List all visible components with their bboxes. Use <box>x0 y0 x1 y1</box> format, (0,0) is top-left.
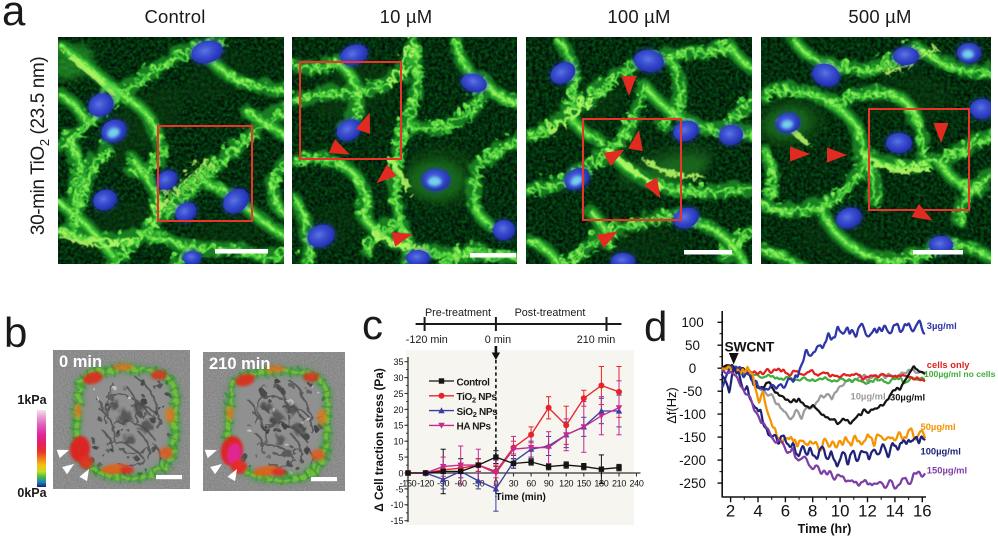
svg-text:6: 6 <box>781 502 790 521</box>
svg-text:210 min: 210 min <box>209 355 270 373</box>
svg-text:10: 10 <box>831 502 850 521</box>
svg-text:-5: -5 <box>395 484 403 494</box>
svg-text:0 min: 0 min <box>485 334 511 346</box>
svg-text:150: 150 <box>577 479 591 489</box>
svg-text:Δ Cell traction stress (Pa): Δ Cell traction stress (Pa) <box>372 368 386 512</box>
svg-text:30: 30 <box>393 373 403 383</box>
svg-text:-120: -120 <box>417 479 434 489</box>
svg-text:16: 16 <box>913 502 932 521</box>
svg-text:150µg/ml: 150µg/ml <box>927 465 967 476</box>
svg-text:100µg/ml no cells: 100µg/ml no cells <box>924 369 996 379</box>
svg-text:-150: -150 <box>679 430 706 445</box>
svg-text:SWCNT: SWCNT <box>725 340 775 355</box>
svg-text:100: 100 <box>681 315 703 330</box>
svg-text:Time (hr): Time (hr) <box>798 522 852 536</box>
svg-text:-200: -200 <box>679 453 706 468</box>
svg-text:0: 0 <box>689 361 696 376</box>
svg-text:Time (min): Time (min) <box>496 492 546 503</box>
svg-text:35: 35 <box>393 357 403 367</box>
svg-text:120: 120 <box>559 479 573 489</box>
svg-text:Post-treatment: Post-treatment <box>515 307 586 319</box>
svg-text:210: 210 <box>612 479 626 489</box>
svg-text:50µg/ml: 50µg/ml <box>921 421 956 432</box>
svg-text:Δf(Hz): Δf(Hz) <box>664 387 679 423</box>
svg-text:10: 10 <box>393 437 403 447</box>
svg-text:30: 30 <box>509 479 519 489</box>
svg-text:3µg/ml: 3µg/ml <box>927 320 957 331</box>
svg-text:25: 25 <box>393 389 403 399</box>
svg-text:4: 4 <box>753 502 762 521</box>
svg-text:14: 14 <box>886 502 905 521</box>
svg-text:240: 240 <box>629 479 643 489</box>
svg-text:2: 2 <box>726 502 735 521</box>
svg-text:20: 20 <box>393 405 403 415</box>
svg-text:30µg/ml: 30µg/ml <box>890 392 925 403</box>
svg-text:0: 0 <box>398 468 403 478</box>
svg-text:100µg/ml: 100µg/ml <box>921 446 961 457</box>
svg-text:-50: -50 <box>683 384 702 399</box>
svg-text:210 min: 210 min <box>577 334 615 346</box>
svg-text:90: 90 <box>544 479 554 489</box>
svg-text:-15: -15 <box>390 516 403 526</box>
svg-text:5: 5 <box>398 453 403 463</box>
svg-text:cells only: cells only <box>927 359 971 370</box>
svg-text:-250: -250 <box>679 476 706 491</box>
svg-text:TiO2 NPs: TiO2 NPs <box>457 392 498 404</box>
svg-text:0 min: 0 min <box>59 353 102 371</box>
svg-text:10µg/ml: 10µg/ml <box>851 391 886 402</box>
svg-text:-120 min: -120 min <box>406 334 448 346</box>
svg-text:-10: -10 <box>390 500 403 510</box>
svg-text:15: 15 <box>393 421 403 431</box>
svg-text:60: 60 <box>526 479 536 489</box>
svg-text:-150: -150 <box>400 479 417 489</box>
svg-text:8: 8 <box>808 502 817 521</box>
svg-text:SiO2 NPs: SiO2 NPs <box>457 407 499 419</box>
svg-text:Control: Control <box>457 377 491 388</box>
svg-text:12: 12 <box>858 502 877 521</box>
svg-text:HA NPs: HA NPs <box>457 422 492 433</box>
svg-text:Pre-treatment: Pre-treatment <box>425 307 491 319</box>
svg-text:-100: -100 <box>679 407 706 422</box>
svg-text:50: 50 <box>685 338 700 353</box>
